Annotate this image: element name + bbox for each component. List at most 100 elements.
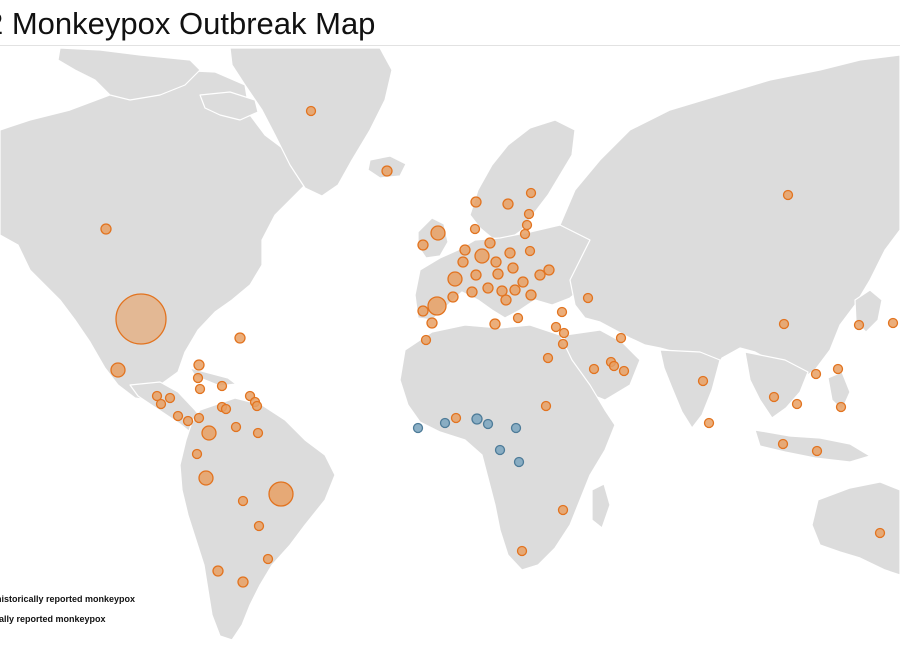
case-marker[interactable] — [521, 219, 533, 231]
case-marker[interactable] — [253, 520, 265, 532]
case-marker[interactable] — [466, 286, 478, 298]
historical-marker[interactable] — [439, 417, 451, 429]
case-marker-iceland[interactable] — [381, 165, 393, 177]
case-marker-brazil[interactable] — [268, 481, 294, 507]
case-marker[interactable] — [588, 363, 600, 375]
case-marker[interactable] — [237, 495, 249, 507]
case-marker[interactable] — [182, 415, 194, 427]
case-marker[interactable] — [618, 365, 630, 377]
case-marker[interactable] — [525, 187, 537, 199]
case-marker[interactable] — [417, 239, 429, 251]
case-marker-united-states[interactable] — [115, 293, 167, 345]
case-marker[interactable] — [582, 292, 594, 304]
case-marker[interactable] — [230, 421, 242, 433]
case-marker[interactable] — [502, 198, 514, 210]
case-marker[interactable] — [550, 321, 562, 333]
case-marker[interactable] — [556, 306, 568, 318]
case-marker[interactable] — [237, 576, 249, 588]
historical-marker[interactable] — [494, 444, 506, 456]
case-marker[interactable] — [517, 276, 529, 288]
case-marker-uk[interactable] — [430, 225, 446, 241]
case-marker-canada[interactable] — [100, 223, 112, 235]
case-marker[interactable] — [512, 312, 524, 324]
case-marker[interactable] — [778, 318, 790, 330]
case-marker-bermuda[interactable] — [234, 332, 246, 344]
historical-marker[interactable] — [510, 422, 522, 434]
case-marker-colombia[interactable] — [201, 425, 217, 441]
case-marker[interactable] — [470, 269, 482, 281]
case-marker[interactable] — [482, 282, 494, 294]
case-marker[interactable] — [172, 410, 184, 422]
case-marker[interactable] — [212, 565, 224, 577]
case-marker[interactable] — [525, 289, 537, 301]
case-marker[interactable] — [874, 527, 886, 539]
case-marker[interactable] — [853, 319, 865, 331]
historical-marker[interactable] — [471, 413, 483, 425]
case-marker[interactable] — [420, 334, 432, 346]
case-marker[interactable] — [489, 318, 501, 330]
case-marker[interactable] — [251, 400, 263, 412]
case-marker-spain[interactable] — [427, 296, 447, 316]
case-marker-peru[interactable] — [198, 470, 214, 486]
case-marker[interactable] — [504, 247, 516, 259]
case-marker[interactable] — [697, 375, 709, 387]
case-marker[interactable] — [887, 317, 899, 329]
case-marker[interactable] — [777, 438, 789, 450]
case-marker[interactable] — [220, 403, 232, 415]
case-marker[interactable] — [608, 360, 620, 372]
case-marker[interactable] — [447, 271, 463, 287]
case-marker[interactable] — [542, 352, 554, 364]
case-marker-greenland[interactable] — [305, 105, 317, 117]
case-marker[interactable] — [811, 445, 823, 457]
case-marker[interactable] — [703, 417, 715, 429]
case-marker[interactable] — [447, 291, 459, 303]
case-marker[interactable] — [155, 398, 167, 410]
case-marker[interactable] — [782, 189, 794, 201]
case-marker[interactable] — [457, 256, 469, 268]
case-marker[interactable] — [151, 390, 163, 402]
case-marker[interactable] — [516, 545, 528, 557]
case-marker[interactable] — [509, 284, 521, 296]
case-marker[interactable] — [459, 244, 471, 256]
case-marker[interactable] — [194, 383, 206, 395]
case-marker[interactable] — [543, 264, 555, 276]
case-marker[interactable] — [193, 412, 205, 424]
case-marker[interactable] — [417, 305, 429, 317]
case-marker[interactable] — [191, 448, 203, 460]
case-marker-mexico[interactable] — [110, 362, 126, 378]
case-marker[interactable] — [500, 294, 512, 306]
case-marker[interactable] — [507, 262, 519, 274]
case-marker-germany[interactable] — [474, 248, 490, 264]
case-marker[interactable] — [524, 245, 536, 257]
case-marker[interactable] — [832, 363, 844, 375]
case-marker[interactable] — [450, 412, 462, 424]
case-marker[interactable] — [558, 327, 570, 339]
case-marker[interactable] — [496, 285, 508, 297]
case-marker[interactable] — [540, 400, 552, 412]
case-marker[interactable] — [484, 237, 496, 249]
case-marker[interactable] — [768, 391, 780, 403]
case-marker[interactable] — [810, 368, 822, 380]
case-marker[interactable] — [835, 401, 847, 413]
historical-marker[interactable] — [513, 456, 525, 468]
case-marker[interactable] — [534, 269, 546, 281]
case-marker[interactable] — [523, 208, 535, 220]
case-marker[interactable] — [262, 553, 274, 565]
case-marker[interactable] — [492, 268, 504, 280]
case-marker[interactable] — [470, 196, 482, 208]
case-marker[interactable] — [192, 372, 204, 384]
case-marker[interactable] — [426, 317, 438, 329]
world-map[interactable] — [0, 46, 900, 648]
case-marker[interactable] — [791, 398, 803, 410]
case-marker[interactable] — [164, 392, 176, 404]
case-marker[interactable] — [252, 427, 264, 439]
case-marker[interactable] — [615, 332, 627, 344]
case-marker[interactable] — [490, 256, 502, 268]
case-marker[interactable] — [557, 504, 569, 516]
historical-marker[interactable] — [482, 418, 494, 430]
case-marker[interactable] — [193, 359, 205, 371]
case-marker[interactable] — [216, 380, 228, 392]
historical-marker[interactable] — [412, 422, 424, 434]
case-marker[interactable] — [557, 338, 569, 350]
case-marker[interactable] — [519, 228, 531, 240]
